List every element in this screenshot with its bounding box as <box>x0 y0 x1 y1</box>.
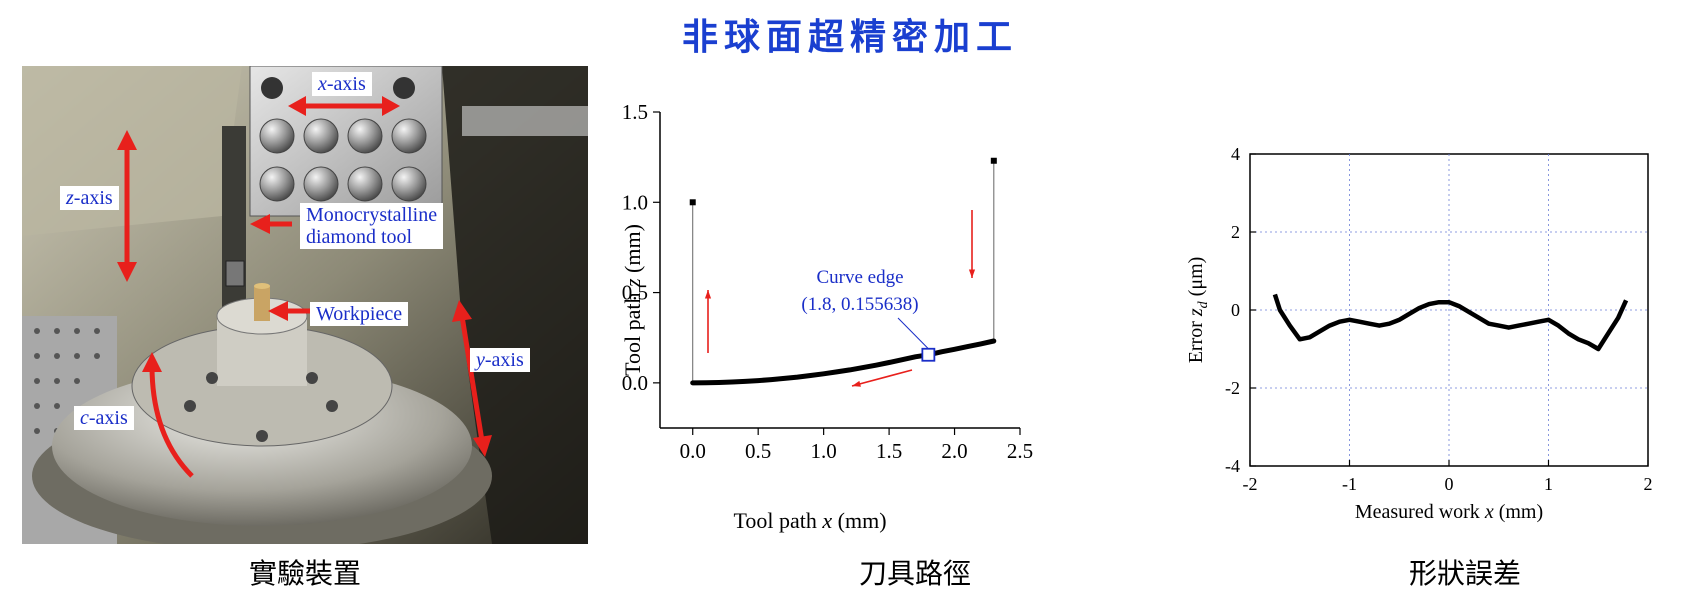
diamond-tool-label: Monocrystalline diamond tool <box>300 203 444 249</box>
y-tick-label: 0 <box>1231 300 1240 320</box>
workpiece-label: Workpiece <box>310 302 409 326</box>
form-error-curve <box>1272 293 1629 352</box>
x-tick-label: 2 <box>1644 474 1653 494</box>
tool-path-axes: 0.0 0.5 1.0 1.5 2.0 2.5 0.0 0.5 1.0 1.5 <box>622 100 1033 463</box>
y-tick-label: -4 <box>1225 456 1240 476</box>
tool-path-x-label: Tool path x (mm) <box>733 508 886 533</box>
x-tick-label: -2 <box>1243 474 1258 494</box>
x-tick-label: 1.0 <box>811 439 837 463</box>
form-error-x-label: Measured work x (mm) <box>1355 501 1543 523</box>
caption-setup: 實驗裝置 <box>248 557 361 590</box>
x-tick-label: -1 <box>1342 474 1357 494</box>
form-error-marks <box>1272 293 1629 352</box>
c-axis-label: c-axis <box>74 406 134 430</box>
x-axis-label: x-axis <box>312 72 372 96</box>
x-tick-label: 0.5 <box>745 439 771 463</box>
caption-toolpath: 刀具路徑 <box>858 557 971 590</box>
z-axis-label: z-axis <box>60 186 119 210</box>
retract-end-marker <box>990 157 997 164</box>
y-tick-label: 0.0 <box>622 371 648 395</box>
y-tick-label: 2 <box>1231 222 1240 242</box>
machine-illustration <box>22 66 588 544</box>
plunge-down-arrow-head <box>968 269 976 278</box>
arrow-group <box>124 103 485 478</box>
tool-path-marks <box>689 157 997 387</box>
x-tick-label: 1.5 <box>876 439 902 463</box>
feed-direction-arrow-head <box>852 380 861 387</box>
x-tick-label: 1 <box>1544 474 1553 494</box>
retract-up-arrow-head <box>704 290 712 299</box>
tool-path-chart: 0.0 0.5 1.0 1.5 2.0 2.5 0.0 0.5 1.0 1.5 Tool path… <box>620 100 1033 533</box>
y-tick-label: -2 <box>1225 378 1240 398</box>
curve-edge-marker <box>921 347 936 362</box>
x-tick-label: 0.0 <box>680 439 706 463</box>
x-tick-label: 2.0 <box>941 439 967 463</box>
tool-path-curve <box>690 338 997 386</box>
y-axis-label: y-axis <box>470 348 530 372</box>
y-tick-label: 1.5 <box>622 100 648 124</box>
curve-edge-leader <box>897 317 929 350</box>
curve-edge-label: Curve edge <box>816 267 903 288</box>
caption-error: 形狀誤差 <box>1408 557 1521 590</box>
y-tick-label: 4 <box>1231 144 1240 164</box>
y-tick-label: 1.0 <box>622 190 648 214</box>
retract-end-marker <box>689 199 696 206</box>
form-error-y-label: Error zd (μm) <box>1185 257 1211 364</box>
x-tick-label: 2.5 <box>1007 439 1033 463</box>
tool-path-y-label: Tool path z (mm) <box>620 224 645 376</box>
page-title: 非球面超精密加工 <box>681 17 1018 58</box>
x-tick-label: 0 <box>1445 474 1454 494</box>
curve-edge-coords: (1.8, 0.155638) <box>801 294 918 315</box>
y-tick-label: 0.5 <box>622 281 648 305</box>
experimental-setup-photo: x-axis z-axis Monocrystalline diamond to… <box>22 66 588 544</box>
feed-direction-arrow <box>851 369 913 387</box>
